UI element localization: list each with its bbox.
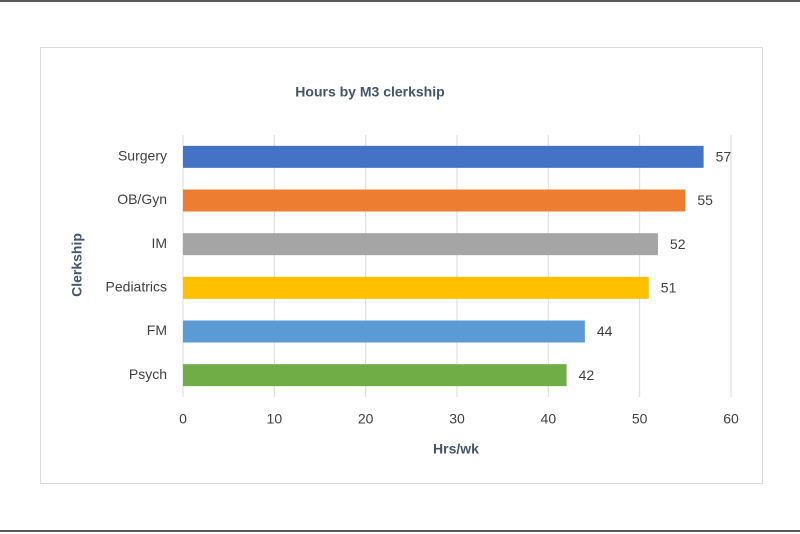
value-label: 42 [579, 367, 595, 383]
y-tick-label: Surgery [118, 148, 167, 164]
y-axis-title: Clerkship [69, 233, 85, 297]
y-tick-label: Pediatrics [106, 279, 167, 295]
y-tick-label: OB/Gyn [117, 191, 167, 207]
bar [183, 364, 567, 387]
x-axis-title: Hrs/wk [433, 441, 479, 457]
y-tick-label: FM [147, 322, 167, 338]
x-tick-label: 40 [541, 411, 557, 427]
x-tick-label: 50 [632, 411, 648, 427]
bar [183, 320, 585, 343]
value-label: 55 [697, 192, 713, 208]
x-tick-label: 60 [723, 411, 739, 427]
bar [183, 276, 649, 299]
x-tick-label: 10 [267, 411, 283, 427]
x-tick-label: 0 [179, 411, 187, 427]
bar [183, 189, 686, 212]
bar [183, 145, 704, 168]
value-label: 44 [597, 323, 613, 339]
chart-title: Hours by M3 clerkship [295, 84, 444, 100]
value-label: 57 [716, 149, 732, 165]
bar [183, 233, 658, 256]
x-tick-label: 30 [449, 411, 465, 427]
value-label: 51 [661, 280, 677, 296]
y-tick-label: Psych [129, 366, 167, 382]
value-label: 52 [670, 236, 686, 252]
x-tick-label: 20 [358, 411, 374, 427]
y-tick-label: IM [151, 235, 167, 251]
chart-frame [40, 47, 763, 484]
